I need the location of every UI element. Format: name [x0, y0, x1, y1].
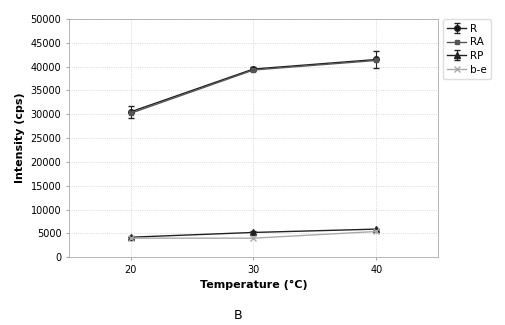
X-axis label: Temperature (°C): Temperature (°C) — [199, 280, 307, 291]
Text: B: B — [233, 309, 242, 322]
Y-axis label: Intensity (cps): Intensity (cps) — [15, 93, 25, 183]
Legend: R, RA, RP, b-e: R, RA, RP, b-e — [442, 20, 490, 79]
